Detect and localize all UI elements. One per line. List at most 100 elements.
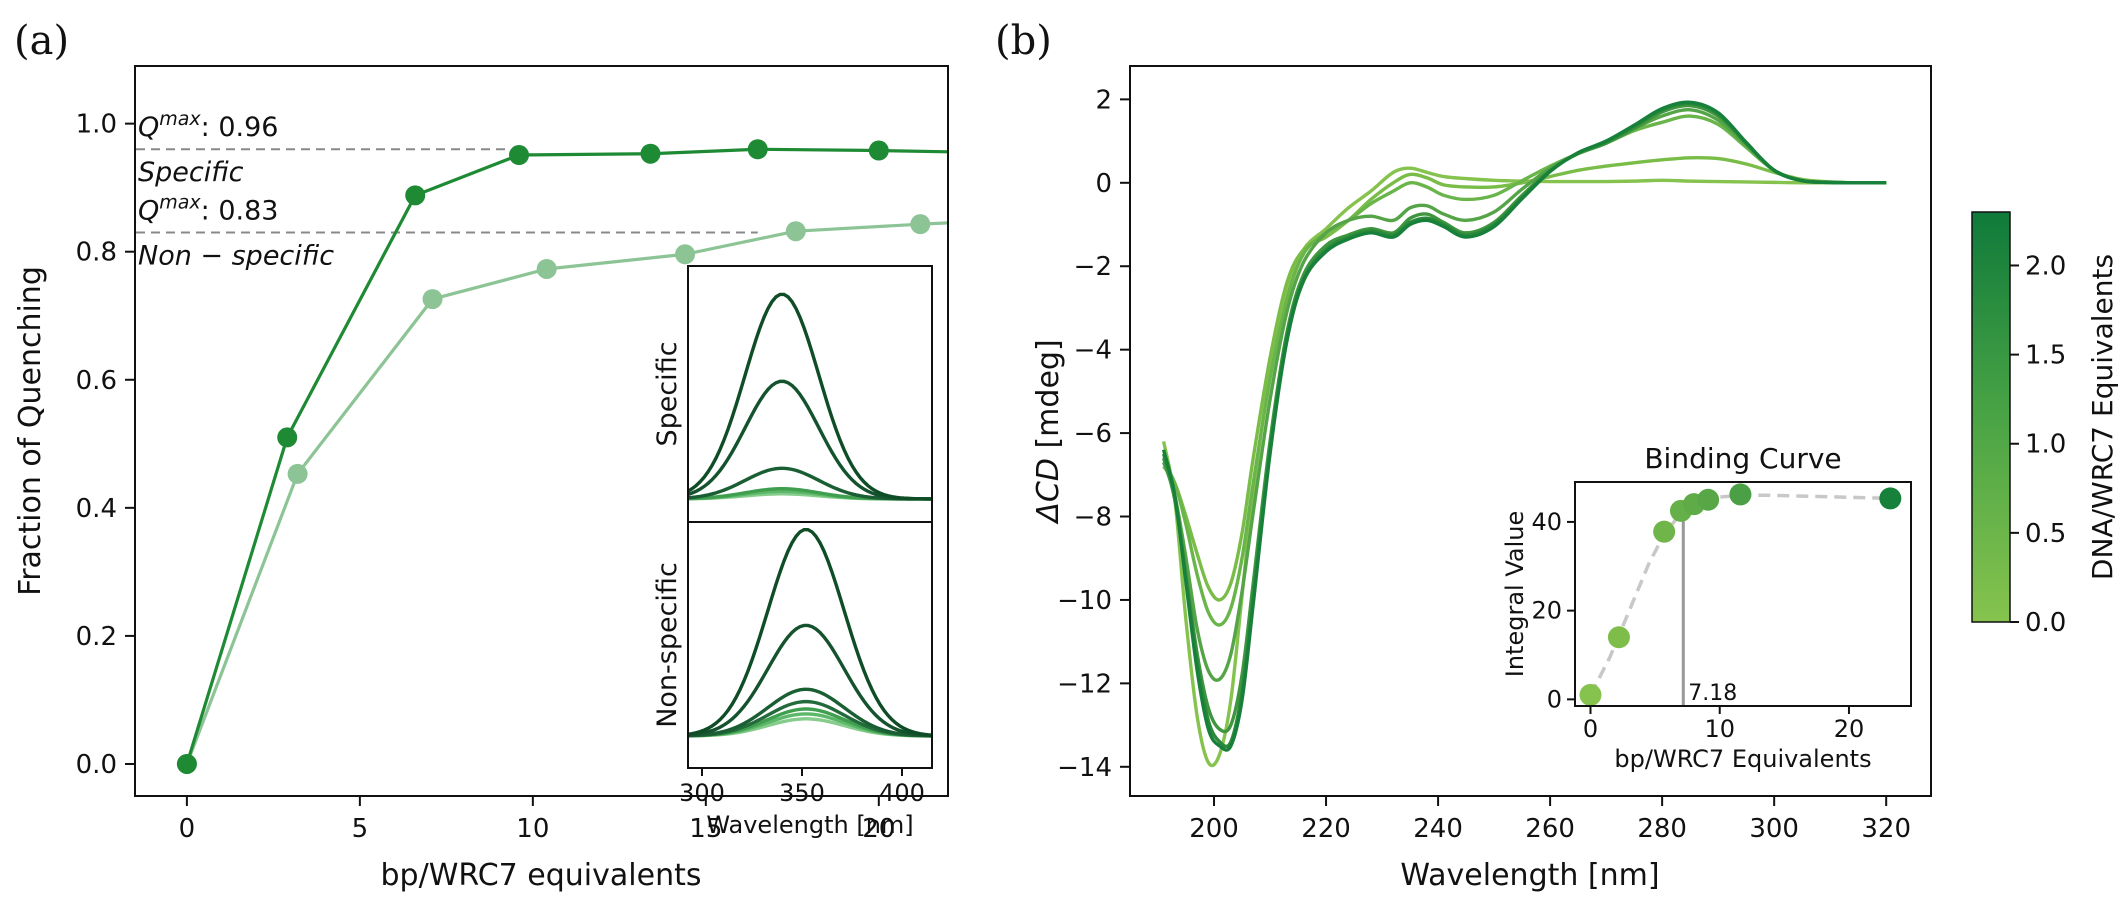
inset-title: Binding Curve <box>1644 442 1841 475</box>
colorbar-gradient <box>1971 211 2011 623</box>
x-tick-label: 300 <box>1749 814 1799 844</box>
colorbar-tick-label: 0.5 <box>2025 519 2066 549</box>
binding-point <box>1879 487 1902 510</box>
panel-b-letter: (b) <box>995 18 1052 64</box>
inset-x-axis-label: Wavelength [nm] <box>706 811 913 839</box>
binding-point <box>1729 483 1752 506</box>
data-point <box>910 214 931 235</box>
data-point <box>536 258 557 279</box>
panel-b-chart: 200 220 240 260 280 300 32020−2−4−6−8−10−12−14… <box>1031 65 1932 893</box>
x-tick-label: 240 <box>1413 814 1463 844</box>
inset-x-tick-label: 10 <box>1704 715 1735 743</box>
x-tick-label: 10 <box>516 814 549 844</box>
inset-x-tick-label: 300 <box>679 779 725 807</box>
data-point <box>287 463 308 484</box>
plot-frame <box>134 65 949 797</box>
y-tick-label: −12 <box>1057 669 1112 699</box>
spectrum-line <box>687 687 933 738</box>
x-axis-label: Wavelength [nm] <box>1400 858 1659 893</box>
binding-point <box>1607 626 1630 649</box>
inset-frame <box>687 265 933 769</box>
series-lines <box>176 139 949 774</box>
inset-x-tick-label: 400 <box>879 779 925 807</box>
spectrum-line <box>687 292 933 501</box>
inset-y-tick-label: 20 <box>1531 597 1562 625</box>
inset-x-axis-label: bp/WRC7 Equivalents <box>1614 745 1871 773</box>
inset-background <box>1575 482 1911 706</box>
data-point <box>176 753 197 774</box>
y-tick-label: 0.4 <box>76 494 117 524</box>
y-tick-label: 0 <box>1095 169 1112 199</box>
y-tick-label: −10 <box>1057 586 1112 616</box>
data-point <box>422 289 443 310</box>
y-tick-label: 1.0 <box>76 110 117 140</box>
x-axis-label: bp/WRC7 equivalents <box>381 858 702 893</box>
cd-spectrum-line <box>1162 155 1887 602</box>
x-tick-label: 260 <box>1525 814 1575 844</box>
panel-a-letter: (a) <box>14 18 69 64</box>
inset-frame <box>1574 481 1912 707</box>
y-tick-label: 0.6 <box>76 366 117 396</box>
inset-subpanel-label: Specific <box>652 341 683 446</box>
x-tick-label: 15 <box>689 814 722 844</box>
data-point <box>675 244 696 265</box>
y-tick-label: 0.0 <box>76 750 117 780</box>
threshold-label: 7.18 <box>1688 681 1737 706</box>
colorbar-ticks: 0.0 0.5 1.0 1.5 2.0 <box>2010 251 2066 638</box>
y-tick-label: −6 <box>1074 419 1112 449</box>
inset-y-axis-label: Integral Value <box>1501 511 1529 677</box>
colorbar: 0.0 0.5 1.0 1.5 2.0 DNA/WRC7 Equivalents <box>1971 211 2119 638</box>
x-tick-label: 200 <box>1189 814 1239 844</box>
data-point <box>277 427 298 448</box>
colorbar-label: DNA/WRC7 Equivalents <box>2086 254 2119 580</box>
y-axis-label: Fraction of Quenching <box>13 266 48 596</box>
cd-spectra-lines <box>1161 100 1887 768</box>
binding-point <box>1653 520 1676 543</box>
y-axis-label: ΔCD [mdeg] <box>1031 339 1066 524</box>
spectrum-line <box>687 623 933 738</box>
series-line-non-specific <box>185 221 949 765</box>
inset-x-tick-label: 20 <box>1834 715 1865 743</box>
colorbar-tick-label: 0.0 <box>2025 608 2066 638</box>
x-tick-label: 20 <box>862 814 895 844</box>
colorbar-tick-label: 1.0 <box>2025 430 2066 460</box>
data-point <box>785 221 806 242</box>
inset-emission-spectra: Specific Non-specific 300 350 400 Wavelength … <box>652 265 933 839</box>
x-tick-label: 320 <box>1861 814 1911 844</box>
x-tick-label: 220 <box>1301 814 1351 844</box>
qmax-category-label: Non − specific <box>138 240 334 271</box>
y-tick-label: −8 <box>1074 503 1112 533</box>
binding-point <box>1697 488 1720 511</box>
data-point <box>747 139 768 160</box>
inset-x-tick-label: 0 <box>1583 715 1598 743</box>
qmax-label: Qmax: 0.96 <box>138 108 278 143</box>
data-point <box>640 143 661 164</box>
x-tick-label: 5 <box>352 814 369 844</box>
spectrum-line <box>687 527 933 737</box>
inset-x-tick-label: 350 <box>779 779 825 807</box>
colorbar-tick-label: 2.0 <box>2025 251 2066 281</box>
y-tick-label: −14 <box>1057 753 1112 783</box>
x-tick-label: 0 <box>179 814 196 844</box>
y-tick-label: 2 <box>1095 85 1112 115</box>
inset-y-tick-label: 40 <box>1531 508 1562 536</box>
data-point <box>509 145 530 166</box>
qmax-category-label: Specific <box>138 157 244 188</box>
cd-spectrum-line <box>1162 114 1887 627</box>
inset-subpanel-label: Non-specific <box>652 562 683 728</box>
y-tick-label: 0.8 <box>76 238 117 268</box>
series-line-specific <box>185 147 949 765</box>
y-tick-label: −4 <box>1074 336 1112 366</box>
y-tick-label: 0.2 <box>76 622 117 652</box>
cd-spectrum-line <box>1161 100 1887 752</box>
cd-spectrum-line <box>1161 108 1887 682</box>
binding-point <box>1579 683 1602 706</box>
qmax-label: Qmax: 0.83 <box>138 191 278 226</box>
axis-ticks: 0 5 10 15 20 0.0 0.2 0.4 0.6 0.8 1.0 <box>76 110 896 844</box>
plot-frame <box>1129 65 1932 797</box>
colorbar-tick-label: 1.5 <box>2025 341 2066 371</box>
